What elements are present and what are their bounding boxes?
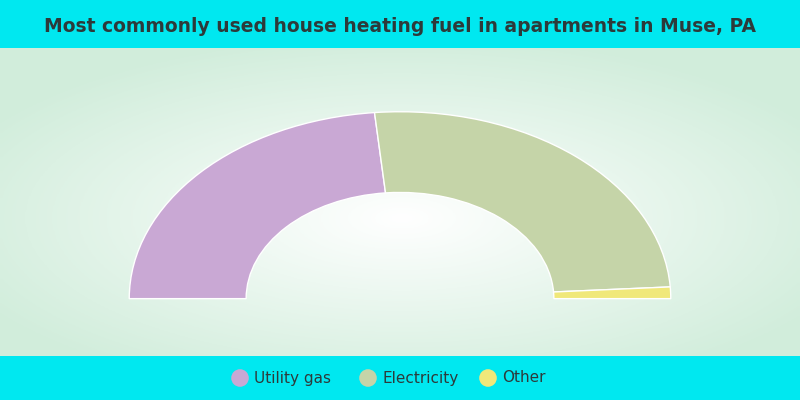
Text: Most commonly used house heating fuel in apartments in Muse, PA: Most commonly used house heating fuel in… bbox=[44, 17, 756, 36]
Text: Electricity: Electricity bbox=[382, 370, 458, 386]
Wedge shape bbox=[554, 287, 670, 299]
Wedge shape bbox=[130, 112, 386, 299]
Wedge shape bbox=[374, 112, 670, 292]
Ellipse shape bbox=[231, 369, 249, 387]
Ellipse shape bbox=[479, 369, 497, 387]
Ellipse shape bbox=[359, 369, 377, 387]
Text: Utility gas: Utility gas bbox=[254, 370, 331, 386]
Text: Other: Other bbox=[502, 370, 546, 386]
